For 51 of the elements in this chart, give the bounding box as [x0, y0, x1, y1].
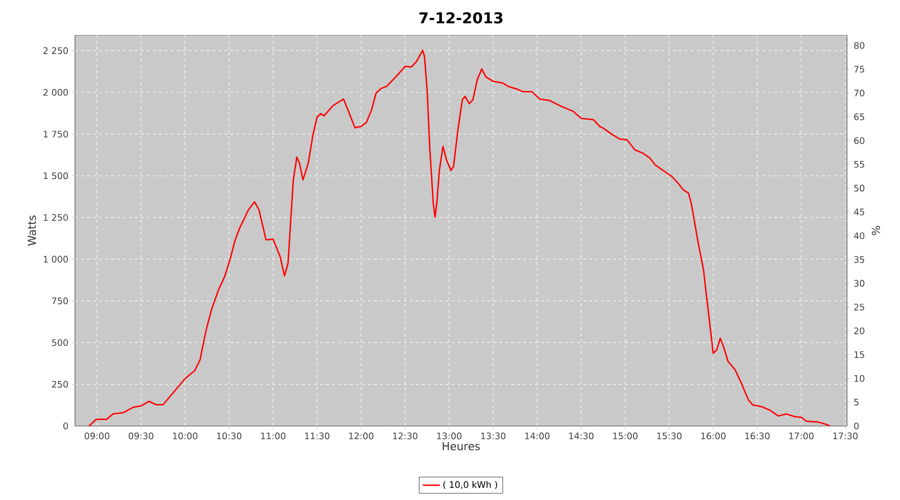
y-tick-label: 750 — [52, 298, 68, 304]
y2-tick-label: 60 — [854, 137, 864, 144]
y2-tick-label: 0 — [854, 422, 859, 430]
y2-tick-label: 15 — [854, 351, 864, 358]
x-tick-label: 11:00 — [261, 432, 286, 440]
y-tick-label: 0 — [63, 422, 68, 430]
y2-tick-label: 25 — [854, 304, 864, 310]
x-tick-label: 15:00 — [613, 432, 638, 440]
x-tick-label: 14:00 — [525, 432, 550, 440]
y2-tick-label: 75 — [854, 66, 864, 73]
x-tick-label: 13:00 — [437, 432, 462, 440]
x-tick-label: 09:00 — [84, 432, 110, 440]
y2-tick-label: 40 — [854, 232, 864, 240]
x-tick-label: 10:00 — [173, 432, 198, 440]
y2-tick-label: 20 — [854, 327, 864, 334]
y2-tick-label: 5 — [854, 398, 858, 406]
y-tick-label: 1 750 — [44, 130, 68, 138]
x-tick-label: 09:30 — [128, 432, 154, 440]
y2-tick-label: 70 — [854, 90, 864, 96]
x-tick-label: 13:30 — [481, 432, 506, 440]
y2-tick-label: 55 — [854, 161, 864, 168]
y2-tick-label: 35 — [854, 256, 864, 263]
chart-title: 7-12-2013 — [419, 12, 502, 24]
y-tick-label: 2 000 — [43, 88, 68, 96]
x-axis-title: Heures — [442, 442, 480, 450]
y2-axis-title: % — [872, 226, 880, 236]
legend-label: ( 10,0 kWh ) — [443, 481, 498, 490]
y-tick-label: 500 — [52, 339, 68, 346]
y-axis-title: Watts — [28, 215, 36, 246]
x-tick-label: 16:00 — [701, 432, 726, 440]
y2-tick-label: 80 — [854, 42, 864, 49]
x-tick-label: 16:30 — [745, 432, 770, 440]
x-tick-label: 15:30 — [657, 432, 682, 440]
x-tick-label: 12:00 — [349, 432, 374, 440]
x-tick-label: 14:30 — [569, 432, 594, 440]
y2-tick-label: 45 — [854, 208, 864, 216]
y2-tick-label: 50 — [854, 184, 864, 192]
x-tick-label: 11:30 — [305, 432, 330, 440]
line-series — [88, 50, 831, 426]
y2-tick-label: 30 — [854, 280, 864, 287]
y-tick-label: 1 000 — [44, 256, 68, 263]
y2-tick-label: 65 — [854, 113, 864, 120]
x-tick-label: 10:30 — [217, 432, 242, 440]
y-tick-label: 2 250 — [43, 47, 68, 54]
x-tick-label: 12:30 — [393, 432, 418, 440]
y2-tick-label: 10 — [854, 375, 864, 382]
x-tick-label: 17:00 — [789, 432, 814, 440]
y-tick-label: 1 250 — [44, 214, 68, 221]
x-tick-label: 17:30 — [833, 432, 858, 440]
y-tick-label: 1 500 — [44, 172, 68, 180]
y-tick-label: 250 — [52, 380, 68, 388]
